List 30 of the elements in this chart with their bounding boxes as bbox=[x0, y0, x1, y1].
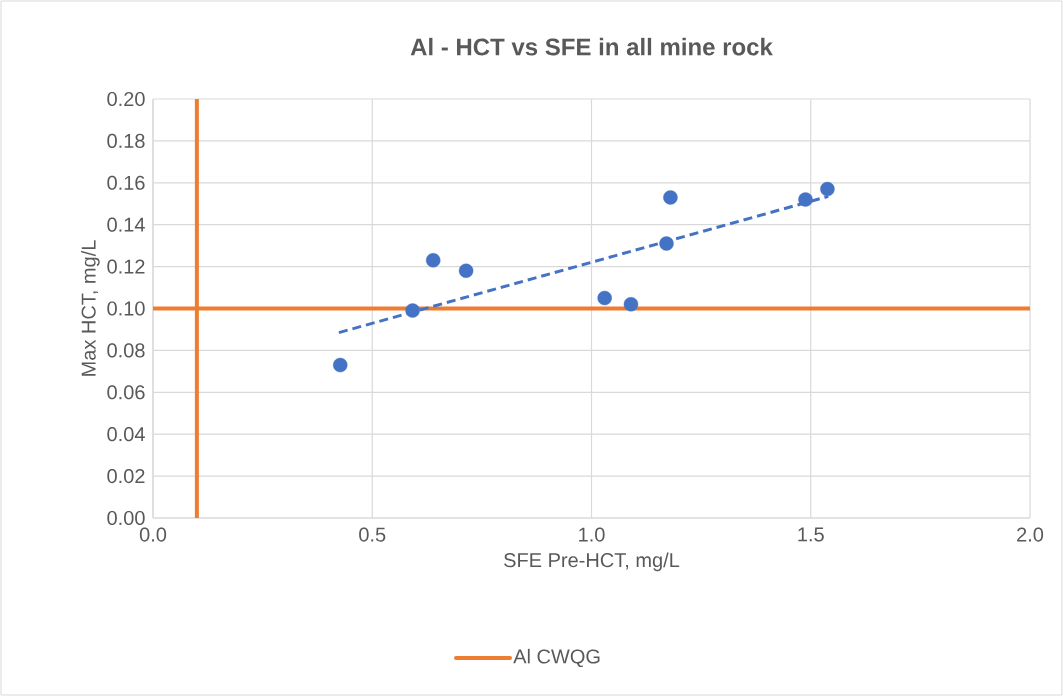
legend-label: Al CWQG bbox=[513, 648, 600, 668]
point bbox=[426, 253, 441, 268]
x-axis-title: SFE Pre-HCT, mg/L bbox=[504, 552, 680, 572]
point bbox=[820, 181, 835, 197]
point bbox=[623, 297, 639, 312]
point bbox=[597, 290, 612, 306]
x-tick-label: 0.0 bbox=[139, 527, 167, 542]
point bbox=[798, 192, 813, 207]
y-tick-label: 0.06 bbox=[107, 385, 145, 400]
point bbox=[659, 236, 674, 251]
y-tick-label: 0.08 bbox=[107, 343, 145, 358]
point bbox=[458, 263, 474, 278]
x-tick-label: 1.0 bbox=[579, 527, 605, 542]
y-axis-title: Max HCT, mg/L bbox=[81, 240, 100, 376]
y-tick-label: 0.20 bbox=[107, 91, 145, 107]
y-tick-label: 0.16 bbox=[107, 175, 145, 190]
chart-title: Al - HCT vs SFE in all mine rock bbox=[410, 37, 773, 56]
y-tick-label: 0.04 bbox=[107, 427, 145, 442]
y-tick-label: 0.10 bbox=[107, 301, 145, 316]
point bbox=[663, 190, 678, 205]
point bbox=[405, 303, 420, 318]
y-tick-label: 0.14 bbox=[107, 217, 145, 232]
x-tick-label: 0.5 bbox=[359, 527, 386, 542]
point bbox=[333, 357, 348, 373]
x-tick-label: 2.0 bbox=[1017, 527, 1044, 542]
y-tick-label: 0.18 bbox=[107, 133, 145, 148]
y-tick-label: 0.12 bbox=[107, 259, 145, 274]
x-tick-label: 1.5 bbox=[798, 527, 824, 542]
y-tick-label: 0.00 bbox=[107, 510, 145, 526]
y-tick-label: 0.02 bbox=[107, 469, 145, 484]
